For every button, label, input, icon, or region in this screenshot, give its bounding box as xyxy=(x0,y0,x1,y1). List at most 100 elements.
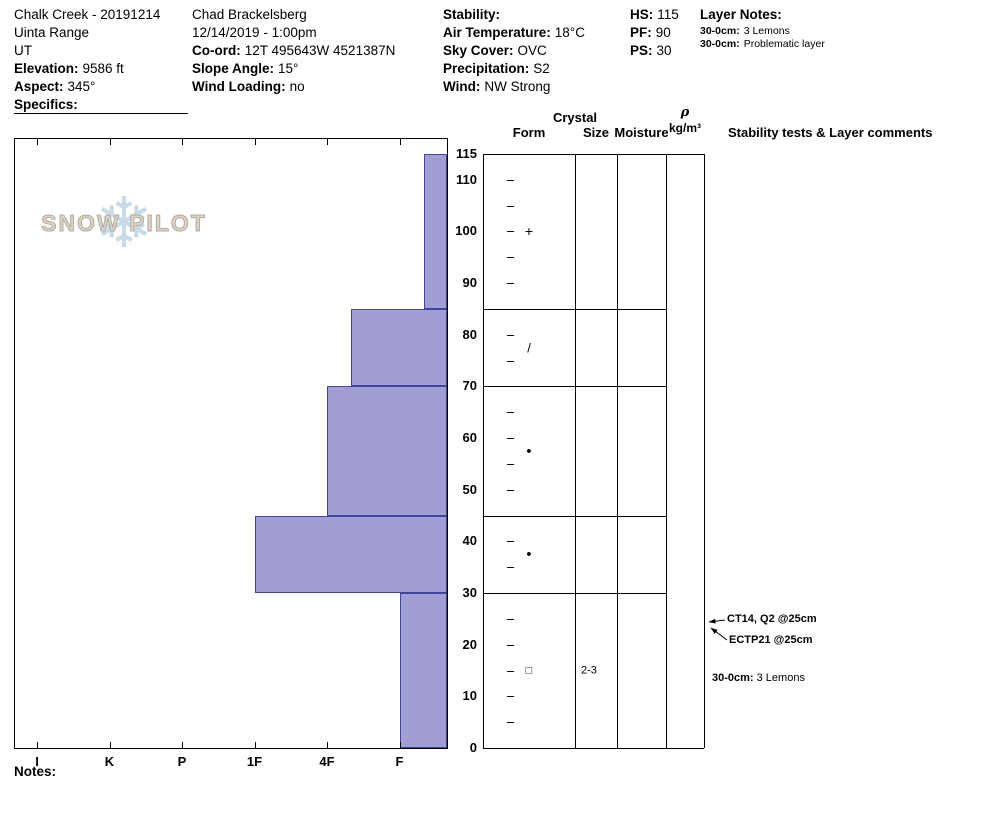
hardness-tick-bottom xyxy=(109,742,111,748)
layer-note-entry: 30-0cm: 3 Lemons xyxy=(700,25,825,38)
ps-value: 30 xyxy=(656,43,672,58)
pf-row: PF: 90 xyxy=(630,24,679,42)
grain-form-symbol-rg: ● xyxy=(526,445,532,456)
depth-axis-label: 40 xyxy=(462,533,477,549)
layer-boundary-line xyxy=(483,748,704,749)
hardness-axis-label: K xyxy=(104,754,115,769)
hardness-axis-label: 4F xyxy=(319,754,335,769)
minor-depth-tick xyxy=(507,283,514,285)
hardness-tick-bottom xyxy=(254,742,256,748)
table-vline xyxy=(483,154,484,748)
hardness-axis-label: F xyxy=(395,754,404,769)
notes-label: Notes: xyxy=(14,764,57,779)
hardness-tick-top xyxy=(327,139,328,145)
aspect-value: 345° xyxy=(67,79,96,94)
depth-axis-label: 110 xyxy=(456,171,477,187)
crystal-header: Crystal xyxy=(552,110,598,125)
layer-comment: 30-0cm: 3 Lemons xyxy=(712,672,805,684)
minor-depth-tick xyxy=(507,360,514,362)
minor-depth-tick xyxy=(507,205,514,207)
depth-axis-label: 100 xyxy=(455,223,477,239)
layer-boundary-line xyxy=(483,515,666,517)
air-temp-row: Air Temperature: 18°C xyxy=(443,24,585,42)
layer-boundary-line xyxy=(483,593,666,595)
depth-axis-label: 10 xyxy=(462,688,477,704)
hardness-tick-bottom xyxy=(182,742,183,748)
minor-depth-tick xyxy=(507,438,514,440)
ps-row: PS: 30 xyxy=(630,42,679,60)
minor-depth-tick xyxy=(507,722,514,724)
slope-angle-label: Slope Angle: xyxy=(192,61,275,76)
precipitation-row: Precipitation: S2 xyxy=(443,60,585,78)
table-vline xyxy=(617,154,618,748)
layer-note-entry: 30-0cm: Problematic layer xyxy=(700,38,825,51)
layer-note-text: 3 Lemons xyxy=(743,25,790,37)
table-vline xyxy=(575,154,576,748)
layer-note-depth: 30-0cm: xyxy=(700,25,740,37)
density-symbol-header: ρ xyxy=(680,105,690,120)
snow-depths-block: HS: 115 PF: 90 PS: 30 xyxy=(630,6,679,60)
minor-depth-tick xyxy=(507,618,514,620)
precipitation-label: Precipitation: xyxy=(443,61,530,76)
form-column-header: Form xyxy=(512,125,546,140)
pit-datetime: 12/14/2019 - 1:00pm xyxy=(192,25,317,40)
moisture-column-header: Moisture xyxy=(614,125,669,140)
hs-row: HS: 115 xyxy=(630,6,679,24)
grain-size-value: 2-3 xyxy=(581,664,597,677)
hardness-tick-top xyxy=(109,139,111,145)
wind-value: NW Strong xyxy=(484,79,551,94)
comments-column-header: Stability tests & Layer comments xyxy=(728,125,933,140)
hardness-tick-bottom xyxy=(399,742,401,748)
coordinates-row: Co-ord: 12T 495643W 4521387N xyxy=(192,42,395,60)
weather-info-block: Stability: Air Temperature: 18°C Sky Cove… xyxy=(443,6,585,96)
snowflake-icon: ❄ xyxy=(94,184,154,262)
mountain-range: Uinta Range xyxy=(14,25,90,40)
watermark-text: SNOW PILOT xyxy=(41,210,207,237)
observer-name: Chad Brackelsberg xyxy=(192,7,307,22)
depth-axis-label: 50 xyxy=(462,481,477,497)
depth-axis-label: 60 xyxy=(462,430,477,446)
depth-axis-label: 70 xyxy=(462,378,477,394)
hardness-bar xyxy=(351,308,447,387)
depth-axis-label: 115 xyxy=(456,146,477,161)
air-temp-label: Air Temperature: xyxy=(443,25,551,40)
wind-loading-value: no xyxy=(289,79,305,94)
layer-note-depth: 30-0cm: xyxy=(700,38,740,50)
slope-angle-row: Slope Angle: 15° xyxy=(192,60,395,78)
minor-depth-tick xyxy=(507,644,514,646)
specifics-label: Specifics: xyxy=(14,97,78,112)
sky-cover-label: Sky Cover: xyxy=(443,43,514,58)
elevation-row: Elevation: 9586 ft xyxy=(14,60,160,78)
hardness-bar xyxy=(254,515,447,594)
layer-notes-entries: 30-0cm: 3 Lemons 30-0cm: Problematic layer xyxy=(700,25,825,51)
layer-notes-title: Layer Notes: xyxy=(700,7,782,22)
hardness-bar xyxy=(423,154,447,309)
hardness-bar xyxy=(399,593,447,748)
wind-loading-label: Wind Loading: xyxy=(192,79,286,94)
layer-comment-depth: 30-0cm: xyxy=(712,671,754,684)
coordinates-label: Co-ord: xyxy=(192,43,241,58)
header-divider xyxy=(14,113,188,114)
minor-depth-tick xyxy=(507,179,514,181)
size-column-header: Size xyxy=(582,125,609,140)
hardness-axis-label: I xyxy=(35,754,39,769)
depth-axis-label: 20 xyxy=(462,636,477,652)
pf-value: 90 xyxy=(655,25,671,40)
slope-angle-value: 15° xyxy=(278,61,299,76)
table-vline xyxy=(704,154,705,748)
hardness-tick-bottom xyxy=(37,742,38,748)
snowpilot-watermark: ❄ SNOW PILOT xyxy=(38,183,210,263)
depth-axis-label: 90 xyxy=(462,275,477,291)
hardness-tick-top xyxy=(182,139,183,145)
table-vline xyxy=(666,154,667,748)
elevation-label: Elevation: xyxy=(14,61,79,76)
grain-form-symbol-pp: + xyxy=(524,223,534,240)
specifics-row: Specifics: xyxy=(14,96,160,114)
grain-form-symbol-rg: ● xyxy=(526,548,532,559)
depth-axis-label: 30 xyxy=(462,585,477,601)
sky-cover-value: OVC xyxy=(517,43,547,58)
minor-depth-tick xyxy=(507,696,514,698)
hardness-tick-top xyxy=(254,139,256,145)
depth-axis-label: 0 xyxy=(469,740,477,755)
